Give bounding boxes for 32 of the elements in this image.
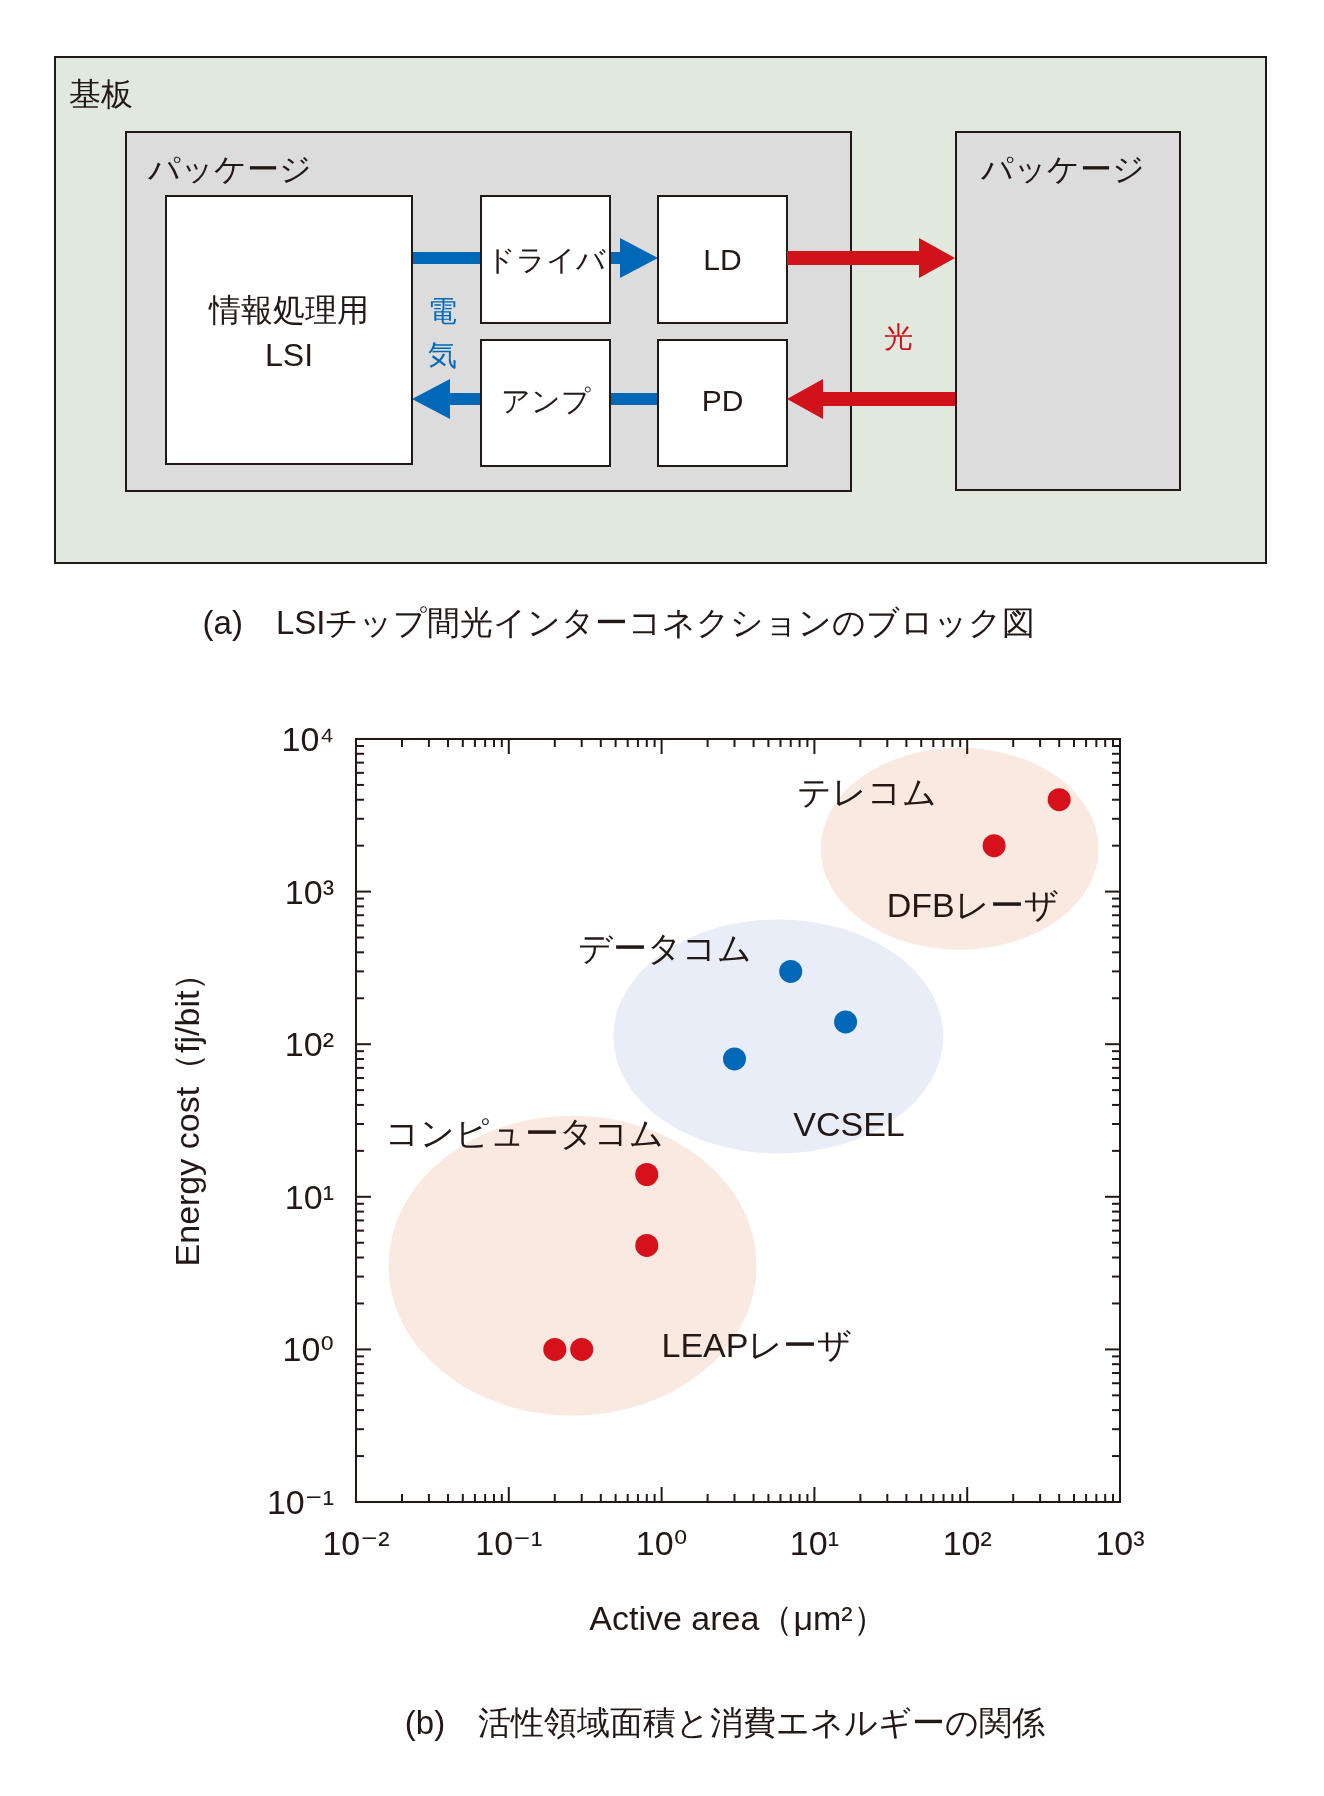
series-label: DFBレーザ <box>886 885 1059 924</box>
y-axis-title: Energy cost（fj/bit） <box>168 956 206 1267</box>
text: パッケージ <box>147 151 312 187</box>
series-label: VCSEL <box>793 1105 905 1144</box>
annotation: テレコム <box>796 772 937 811</box>
y-tick-label: 10⁻¹ <box>266 1483 334 1521</box>
text: LEAPレーザ <box>661 1325 853 1364</box>
y-tick-label: 10⁴ <box>281 720 334 758</box>
y-tick-label: 10³ <box>284 872 334 911</box>
text: ドライバ <box>485 244 606 276</box>
y-tick-label: 10¹ <box>284 1177 334 1216</box>
text: LD <box>703 243 742 276</box>
text: PD <box>701 384 744 417</box>
x-tick-label: 10⁰ <box>635 1524 688 1562</box>
text: (b) 活性領域面積と消費エネルギーの関係 <box>404 1704 1046 1741</box>
x-tick-label: 10¹ <box>789 1524 839 1562</box>
x-tick-label: 10² <box>942 1524 992 1562</box>
x-axis-title: Active area（μm²） <box>589 1599 887 1637</box>
x-tick-label: 10⁻² <box>322 1524 390 1562</box>
y-tick-label: 10⁰ <box>282 1330 334 1369</box>
annotation: データコム <box>578 929 753 968</box>
text: 情報処理用 LSI <box>208 292 369 373</box>
text: 基板 <box>69 76 133 112</box>
annotation: コンピュータコム <box>384 1113 664 1152</box>
text: (a) LSIチップ間光インターコネクションのブロック図 <box>202 604 1036 641</box>
text: 電気 <box>427 295 457 371</box>
text: 光 <box>883 321 913 353</box>
y-tick-label: 10² <box>284 1025 334 1064</box>
x-tick-label: 10³ <box>1095 1524 1145 1562</box>
text: アンプ <box>500 385 591 417</box>
text: パッケージ <box>980 151 1145 187</box>
x-tick-label: 10⁻¹ <box>475 1524 543 1562</box>
